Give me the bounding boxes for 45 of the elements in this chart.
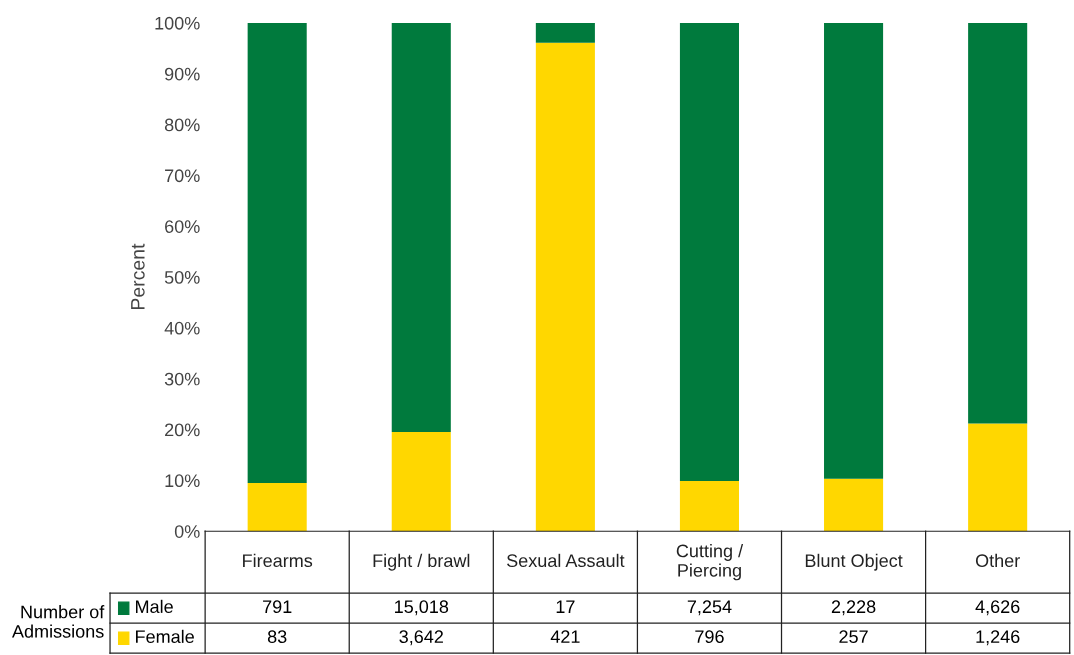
x-tick-label: Other [975, 553, 1020, 568]
bar [824, 22, 884, 479]
text: 3,642 [399, 630, 443, 646]
text: 17 [556, 600, 575, 613]
bar [535, 22, 595, 43]
y-tick-label: 50% [164, 271, 200, 284]
text: 791 [263, 600, 292, 614]
y-tick-label: 100% [155, 16, 200, 30]
x-tick-label: Firearms [243, 553, 313, 568]
y-tick-label: 70% [165, 169, 200, 183]
y-tick-label: 80% [164, 118, 200, 132]
text: 1,246 [976, 630, 1020, 646]
text: 257 [839, 630, 868, 644]
text: 7,254 [687, 600, 732, 616]
bar [247, 22, 307, 483]
legend-label: Female [136, 629, 194, 644]
bar [968, 423, 1028, 532]
y-tick-label: 90% [164, 67, 200, 81]
y-tick-label: 10% [165, 474, 200, 488]
text: 83 [267, 630, 287, 644]
y-axis-title: Percent [131, 243, 145, 309]
y-tick-label: 0% [174, 525, 200, 538]
text: 15,018 [395, 600, 449, 616]
y-tick-label: 20% [165, 423, 200, 437]
x-tick-label: Cutting / Piercing [676, 544, 744, 581]
bar [968, 22, 1028, 424]
text: 421 [550, 630, 580, 643]
bar [679, 480, 740, 532]
y-tick-label: 30% [164, 372, 200, 386]
text: 2,228 [831, 600, 876, 616]
x-tick-label: Fight / brawl [373, 553, 470, 571]
bar [391, 22, 451, 433]
bar [247, 482, 307, 532]
bar [679, 22, 740, 481]
text: 796 [695, 630, 724, 644]
x-tick-label: Blunt Object [805, 553, 903, 571]
text: 4,626 [975, 600, 1020, 616]
y-tick-label: 60% [165, 220, 200, 233]
legend-label: Male [136, 599, 173, 614]
bar [391, 432, 451, 532]
x-tick-label: Sexual Assault [506, 553, 625, 568]
y-tick-label: 40% [164, 321, 200, 335]
bar [824, 478, 884, 532]
bar [535, 42, 595, 532]
text: Number of Admissions [11, 605, 105, 638]
